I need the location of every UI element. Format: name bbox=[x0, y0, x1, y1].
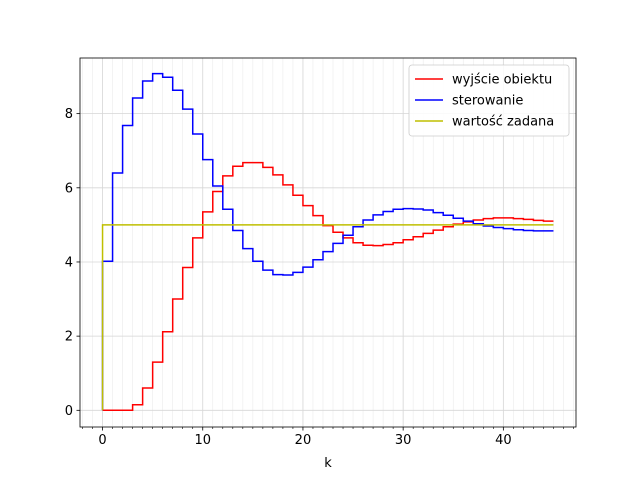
axes-frame bbox=[79, 57, 577, 428]
y-axis: 0 2 4 6 8 bbox=[65, 107, 80, 419]
legend: wyjście obiektu sterowanie wartość zadana bbox=[408, 64, 570, 137]
series-line-3 bbox=[101, 224, 554, 411]
y-tick-label: 0 bbox=[65, 404, 73, 419]
y-tick-label: 8 bbox=[65, 107, 73, 122]
y-tick-label: 6 bbox=[65, 181, 73, 196]
series-layer bbox=[101, 72, 554, 412]
x-axis: 0 10 20 30 40 bbox=[82, 427, 574, 448]
y-tick-label: 4 bbox=[65, 255, 73, 270]
legend-label: sterowanie bbox=[452, 94, 523, 109]
x-tick-label: 40 bbox=[495, 433, 512, 448]
legend-label: wyjście obiektu bbox=[452, 73, 552, 88]
x-tick-label: 20 bbox=[295, 433, 312, 448]
x-tick-label: 30 bbox=[395, 433, 412, 448]
minor-grid bbox=[82, 58, 574, 427]
x-tick-label: 0 bbox=[98, 433, 106, 448]
y-tick-label: 2 bbox=[65, 330, 73, 345]
legend-label: wartość zadana bbox=[452, 115, 554, 130]
legend-box bbox=[408, 64, 570, 137]
x-tick-label: 10 bbox=[194, 433, 211, 448]
series-line-2 bbox=[101, 72, 554, 411]
x-axis-label: k bbox=[324, 456, 332, 471]
series-line-1 bbox=[102, 161, 554, 412]
